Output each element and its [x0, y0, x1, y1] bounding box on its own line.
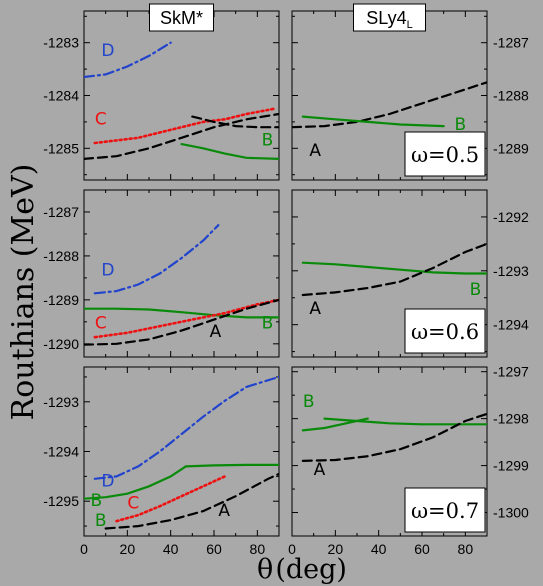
series-B-line: [84, 307, 279, 319]
x-axis-theta-symbol: θ: [257, 554, 273, 585]
y-tick-label: -1294: [43, 444, 79, 460]
y-tick-label: -1288: [43, 248, 79, 264]
series-D-line: [93, 224, 220, 295]
omega-label: ω=0.7: [411, 499, 479, 523]
curve-label-B: B: [91, 491, 103, 511]
series-D-line: [84, 41, 172, 79]
x-tick-label: 40: [163, 541, 179, 557]
series-A-line: [191, 115, 279, 129]
column-title-box: [353, 3, 426, 32]
y-tick-label: -1289: [493, 140, 529, 156]
curve-label-D: D: [101, 471, 114, 491]
curve-label-C: C: [95, 110, 107, 130]
series-A-line: [84, 112, 279, 160]
series-C-line: [93, 107, 276, 145]
omega-label: ω=0.5: [411, 143, 479, 167]
series-A-line: [292, 81, 487, 129]
series-B-line: [301, 115, 445, 128]
omega-label: ω=0.6: [411, 320, 479, 344]
y-tick-label: -1298: [493, 411, 529, 427]
y-tick-label: -1290: [43, 336, 79, 352]
panel-frame: [83, 10, 280, 181]
x-tick-label: 40: [371, 541, 387, 557]
x-tick-label: 20: [120, 541, 136, 557]
x-axis-unit: (deg): [275, 554, 347, 585]
y-tick-label: -1287: [493, 35, 529, 51]
curve-label-A: A: [210, 322, 222, 342]
series-D-line: [93, 375, 279, 480]
omega-box: [404, 308, 486, 354]
x-tick-label: 80: [250, 541, 266, 557]
omega-box: [404, 487, 486, 533]
panel-1-0: -1290 -1289 -1288 -1287 D C A B: [43, 189, 280, 358]
curve-label-C: C: [127, 494, 139, 514]
omega-box: [404, 131, 486, 177]
y-axis-label: Routhians (MeV): [6, 164, 41, 421]
curve-label-B: B: [455, 115, 467, 135]
x-tick-label: 20: [328, 541, 344, 557]
curve-label-A: A: [309, 299, 321, 319]
series-group: [301, 412, 487, 462]
curve-label-C: C: [95, 313, 107, 333]
curve-label-B: B: [303, 392, 315, 412]
curve-label-B: B: [262, 313, 274, 333]
x-axis-label: θ(deg): [257, 554, 347, 585]
y-tick-label: -1288: [493, 88, 529, 104]
panel-frame: [83, 189, 280, 358]
series-A-line: [301, 412, 487, 462]
y-tick-label: -1293: [43, 394, 79, 410]
y-tick-label: -1289: [43, 292, 79, 308]
curve-label-A: A: [314, 460, 326, 480]
series-group: [84, 224, 279, 346]
series-group: [301, 242, 487, 297]
y-tick-label: -1299: [493, 458, 529, 474]
curve-label-D: D: [101, 261, 114, 281]
series-group: [84, 375, 279, 530]
column-title: SLy4L: [366, 8, 412, 31]
curve-label-A: A: [309, 141, 321, 161]
panel-1-1: -1294 -1293 -1292 A Bω=0.6: [291, 189, 529, 358]
series-C-line: [115, 475, 227, 523]
y-tick-label: -1300: [493, 505, 529, 521]
y-tick-label: -1293: [493, 263, 529, 279]
series-B-line: [84, 465, 187, 500]
y-tick-label: -1283: [43, 35, 79, 51]
column-title-box: [149, 3, 214, 32]
x-tick-label: 60: [206, 541, 222, 557]
x-tick-label: 80: [458, 541, 474, 557]
x-tick-label: 0: [288, 541, 296, 557]
y-tick-label: -1295: [43, 493, 79, 509]
series-C-line: [93, 298, 279, 339]
y-tick-label: -1284: [43, 88, 79, 104]
y-tick-label: -1294: [493, 317, 529, 333]
series-B-line: [180, 143, 279, 160]
x-tick-label: 0: [80, 541, 88, 557]
series-B-line: [301, 261, 487, 275]
column-title: SkM*: [160, 8, 203, 28]
panel-0-1: -1289 -1288 -1287 A Bω=0.5 SLy4L: [291, 3, 529, 181]
x-tick-label: 60: [414, 541, 430, 557]
series-B-line: [184, 463, 279, 468]
panel-2-1: -1300 -1299 -1298 -1297 0 20 40 60 80 B Aω=0.7: [288, 364, 529, 557]
y-tick-label: -1287: [43, 204, 79, 220]
series-A-line: [301, 242, 487, 297]
series-A-line: [104, 472, 279, 530]
curve-label-A: A: [218, 501, 230, 521]
panel-frame: [83, 366, 280, 537]
y-tick-label: -1292: [493, 209, 529, 225]
curve-label-D: D: [101, 41, 114, 61]
y-tick-label: -1285: [43, 140, 79, 156]
curve-label-B: B: [470, 280, 482, 300]
curve-label-B: B: [262, 131, 274, 151]
y-tick-label: -1297: [493, 364, 529, 380]
panel-0-0: -1285 -1284 -1283 D C B SkM*: [43, 3, 280, 181]
series-A-line: [84, 298, 279, 346]
series-group: [292, 81, 487, 129]
series-group: [84, 41, 279, 160]
curve-label-B: B: [95, 511, 107, 531]
